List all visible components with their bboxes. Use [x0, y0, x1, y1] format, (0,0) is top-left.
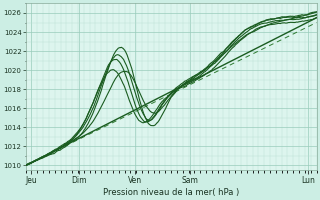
- X-axis label: Pression niveau de la mer( hPa ): Pression niveau de la mer( hPa ): [103, 188, 239, 197]
